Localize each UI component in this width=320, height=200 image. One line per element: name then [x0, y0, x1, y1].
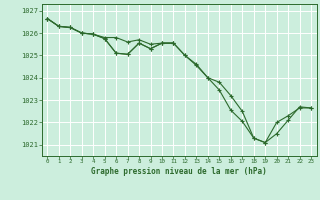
X-axis label: Graphe pression niveau de la mer (hPa): Graphe pression niveau de la mer (hPa) [91, 167, 267, 176]
